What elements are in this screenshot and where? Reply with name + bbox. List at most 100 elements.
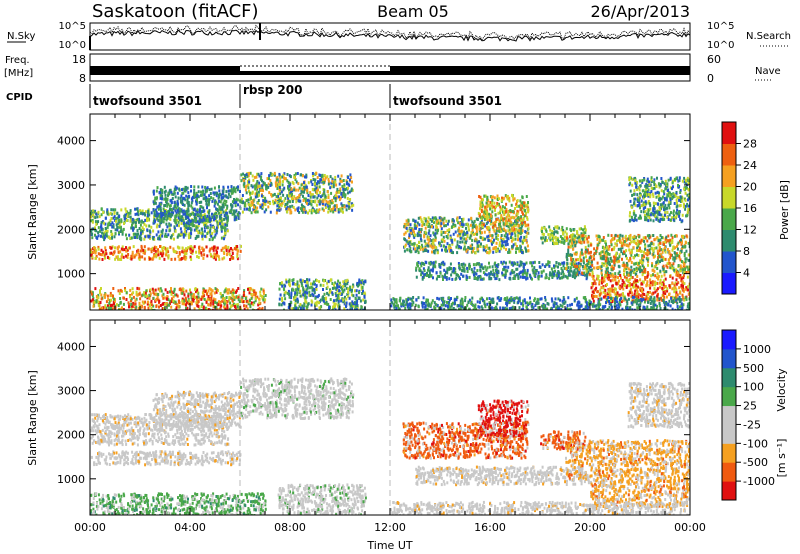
cell-6 <box>456 234 459 238</box>
cell-1 <box>140 211 143 215</box>
cell-2 <box>190 302 193 306</box>
cell-10 <box>621 246 624 250</box>
cell-6 <box>500 234 503 237</box>
cell-2 <box>141 293 144 297</box>
cell-9 <box>475 276 478 280</box>
cell-3 <box>247 174 250 178</box>
cell-0 <box>95 256 97 260</box>
cell-1 <box>109 219 112 223</box>
cell-6 <box>517 230 520 234</box>
cell-1 <box>166 210 169 214</box>
cell-7 <box>504 206 506 210</box>
cell-6 <box>502 244 505 248</box>
cell-0 <box>178 258 181 262</box>
cell-2 <box>262 298 265 302</box>
cell-1 <box>127 211 130 215</box>
cell-3 <box>329 209 332 213</box>
cell-0 <box>153 249 156 253</box>
cell-6 <box>413 235 416 239</box>
cell-0 <box>143 251 146 255</box>
cell-9 <box>541 263 544 267</box>
cell-1 <box>149 232 152 236</box>
cell-2 <box>183 302 186 306</box>
cell-3 <box>318 185 321 189</box>
cell-6 <box>427 236 430 239</box>
cell-3 <box>284 204 286 208</box>
cell-0 <box>216 250 218 254</box>
cell-10 <box>574 273 577 277</box>
cell-4 <box>169 214 172 218</box>
cell-0 <box>191 251 194 255</box>
cell-3 <box>326 190 329 194</box>
cell-0 <box>200 253 203 257</box>
cell-5 <box>299 306 302 310</box>
cell-4 <box>152 200 155 204</box>
cell-4 <box>172 192 175 196</box>
cell-1 <box>182 233 185 237</box>
cell-7 <box>484 212 487 216</box>
cell-5 <box>302 288 305 292</box>
cell-1 <box>114 228 117 232</box>
cell-3 <box>301 210 304 214</box>
cell-0 <box>117 245 120 249</box>
cell-3 <box>322 199 325 203</box>
cell-4 <box>222 205 225 209</box>
cell-2 <box>201 295 204 299</box>
cell-2 <box>157 287 160 291</box>
cell-7 <box>497 229 500 233</box>
cell-8 <box>576 231 579 235</box>
cell-6 <box>526 217 529 221</box>
cell-4 <box>173 218 176 222</box>
cell-10 <box>613 236 616 240</box>
cell-4 <box>179 218 182 222</box>
cell-9 <box>417 264 419 268</box>
cell-2 <box>218 308 221 310</box>
cell-2 <box>181 297 184 301</box>
cell-5 <box>338 304 341 308</box>
cell-0 <box>178 246 181 250</box>
cell-3 <box>253 184 256 188</box>
cell-9 <box>526 276 529 280</box>
cell-1 <box>132 228 135 232</box>
cell-6 <box>405 226 408 230</box>
cell-8 <box>553 227 556 230</box>
cell-5 <box>331 291 334 295</box>
cell-6 <box>404 231 407 235</box>
cell-0 <box>210 254 213 258</box>
cell-7 <box>500 198 503 202</box>
cell-0 <box>131 250 134 254</box>
cell-4 <box>202 206 205 210</box>
cell-3 <box>290 210 293 214</box>
cell-1 <box>147 209 150 213</box>
cell-2 <box>218 300 220 304</box>
cell-5 <box>320 305 323 309</box>
cell-3 <box>291 204 294 208</box>
cell-1 <box>133 232 136 236</box>
cell-2 <box>149 292 152 296</box>
cell-3 <box>252 208 255 212</box>
cell-6 <box>527 249 530 253</box>
cell-0 <box>192 246 195 250</box>
cell-10 <box>610 234 613 238</box>
cell-3 <box>339 177 342 181</box>
cell-4 <box>210 196 213 200</box>
cell-0 <box>198 251 201 255</box>
cell-0 <box>114 257 117 261</box>
cell-1 <box>91 220 94 224</box>
cell-3 <box>289 194 292 198</box>
cell-4 <box>180 218 183 222</box>
cell-0 <box>214 255 217 259</box>
cell-9 <box>458 266 461 270</box>
cell-3 <box>249 193 252 197</box>
cell-2 <box>229 301 232 305</box>
cell-9 <box>423 269 426 273</box>
cell-6 <box>471 238 474 242</box>
cell-1 <box>120 226 122 230</box>
cell-0 <box>142 251 145 255</box>
cell-4 <box>158 219 161 223</box>
cell-9 <box>524 271 527 275</box>
cell-6 <box>479 236 482 240</box>
cell-4 <box>232 186 235 190</box>
cell-5 <box>302 279 304 283</box>
cell-8 <box>550 232 553 236</box>
